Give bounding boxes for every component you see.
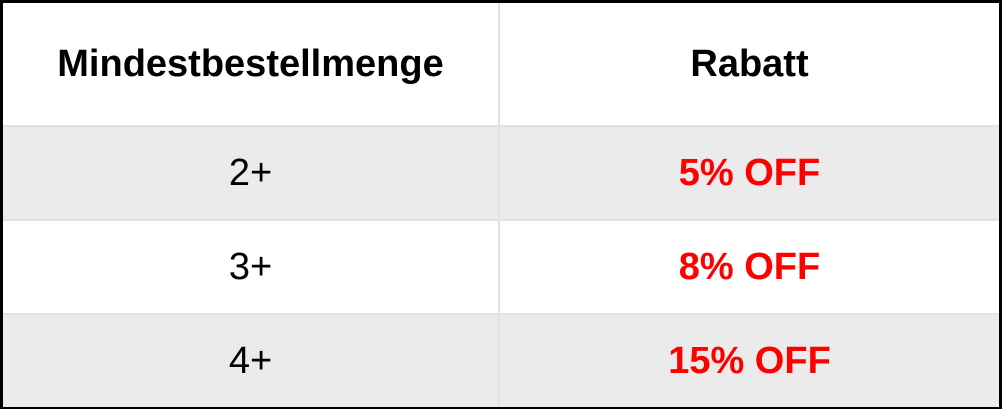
table-header-row: Mindestbestellmenge Rabatt <box>3 3 999 125</box>
discount-cell: 5% OFF <box>678 151 821 194</box>
column-header-discount: Rabatt <box>690 42 809 85</box>
discount-cell: 15% OFF <box>668 339 831 382</box>
discount-cell: 8% OFF <box>678 245 821 288</box>
table-row: 2+ 5% OFF <box>3 125 999 219</box>
column-header-min-quantity: Mindestbestellmenge <box>3 3 500 125</box>
quantity-cell: 4+ <box>3 315 500 407</box>
table-row: 3+ 8% OFF <box>3 219 999 313</box>
table-row: 4+ 15% OFF <box>3 313 999 407</box>
quantity-cell: 2+ <box>3 127 500 219</box>
quantity-cell: 3+ <box>3 221 500 313</box>
